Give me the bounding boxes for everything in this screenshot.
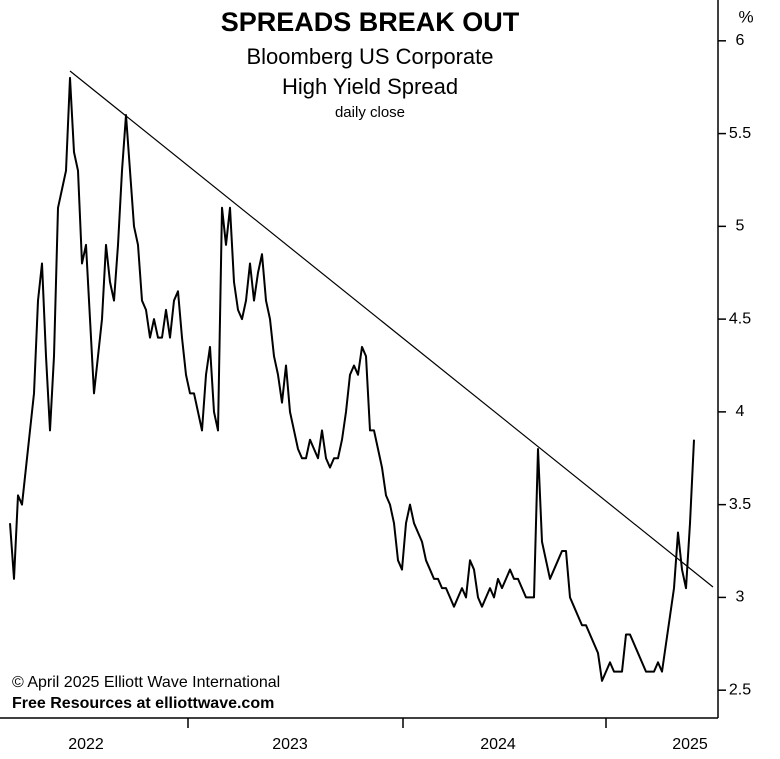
note: daily close xyxy=(335,104,405,121)
x-tick-label: 2025 xyxy=(672,736,708,753)
subtitle: High Yield Spread xyxy=(282,74,458,99)
chart-title: SPREADS BREAK OUT xyxy=(221,7,520,37)
y-unit: % xyxy=(738,7,753,26)
spread-line xyxy=(9,76,695,682)
credit: © April 2025 Elliott Wave International xyxy=(12,674,280,691)
y-tick-label: 3.5 xyxy=(729,496,751,513)
x-tick-label: 2022 xyxy=(68,736,104,753)
y-tick-label: 4.5 xyxy=(729,310,751,327)
credit: Free Resources at elliottwave.com xyxy=(12,695,274,712)
y-tick-label: 4 xyxy=(736,403,745,420)
y-tick-label: 5 xyxy=(736,218,745,235)
y-tick-label: 5.5 xyxy=(729,125,751,142)
x-tick-label: 2024 xyxy=(480,736,516,753)
y-tick-label: 3 xyxy=(736,589,745,606)
trend-line xyxy=(69,70,714,588)
subtitle: Bloomberg US Corporate xyxy=(246,44,493,69)
y-tick-label: 6 xyxy=(736,32,745,49)
x-tick-label: 2023 xyxy=(272,736,308,753)
y-tick-label: 2.5 xyxy=(729,681,751,698)
